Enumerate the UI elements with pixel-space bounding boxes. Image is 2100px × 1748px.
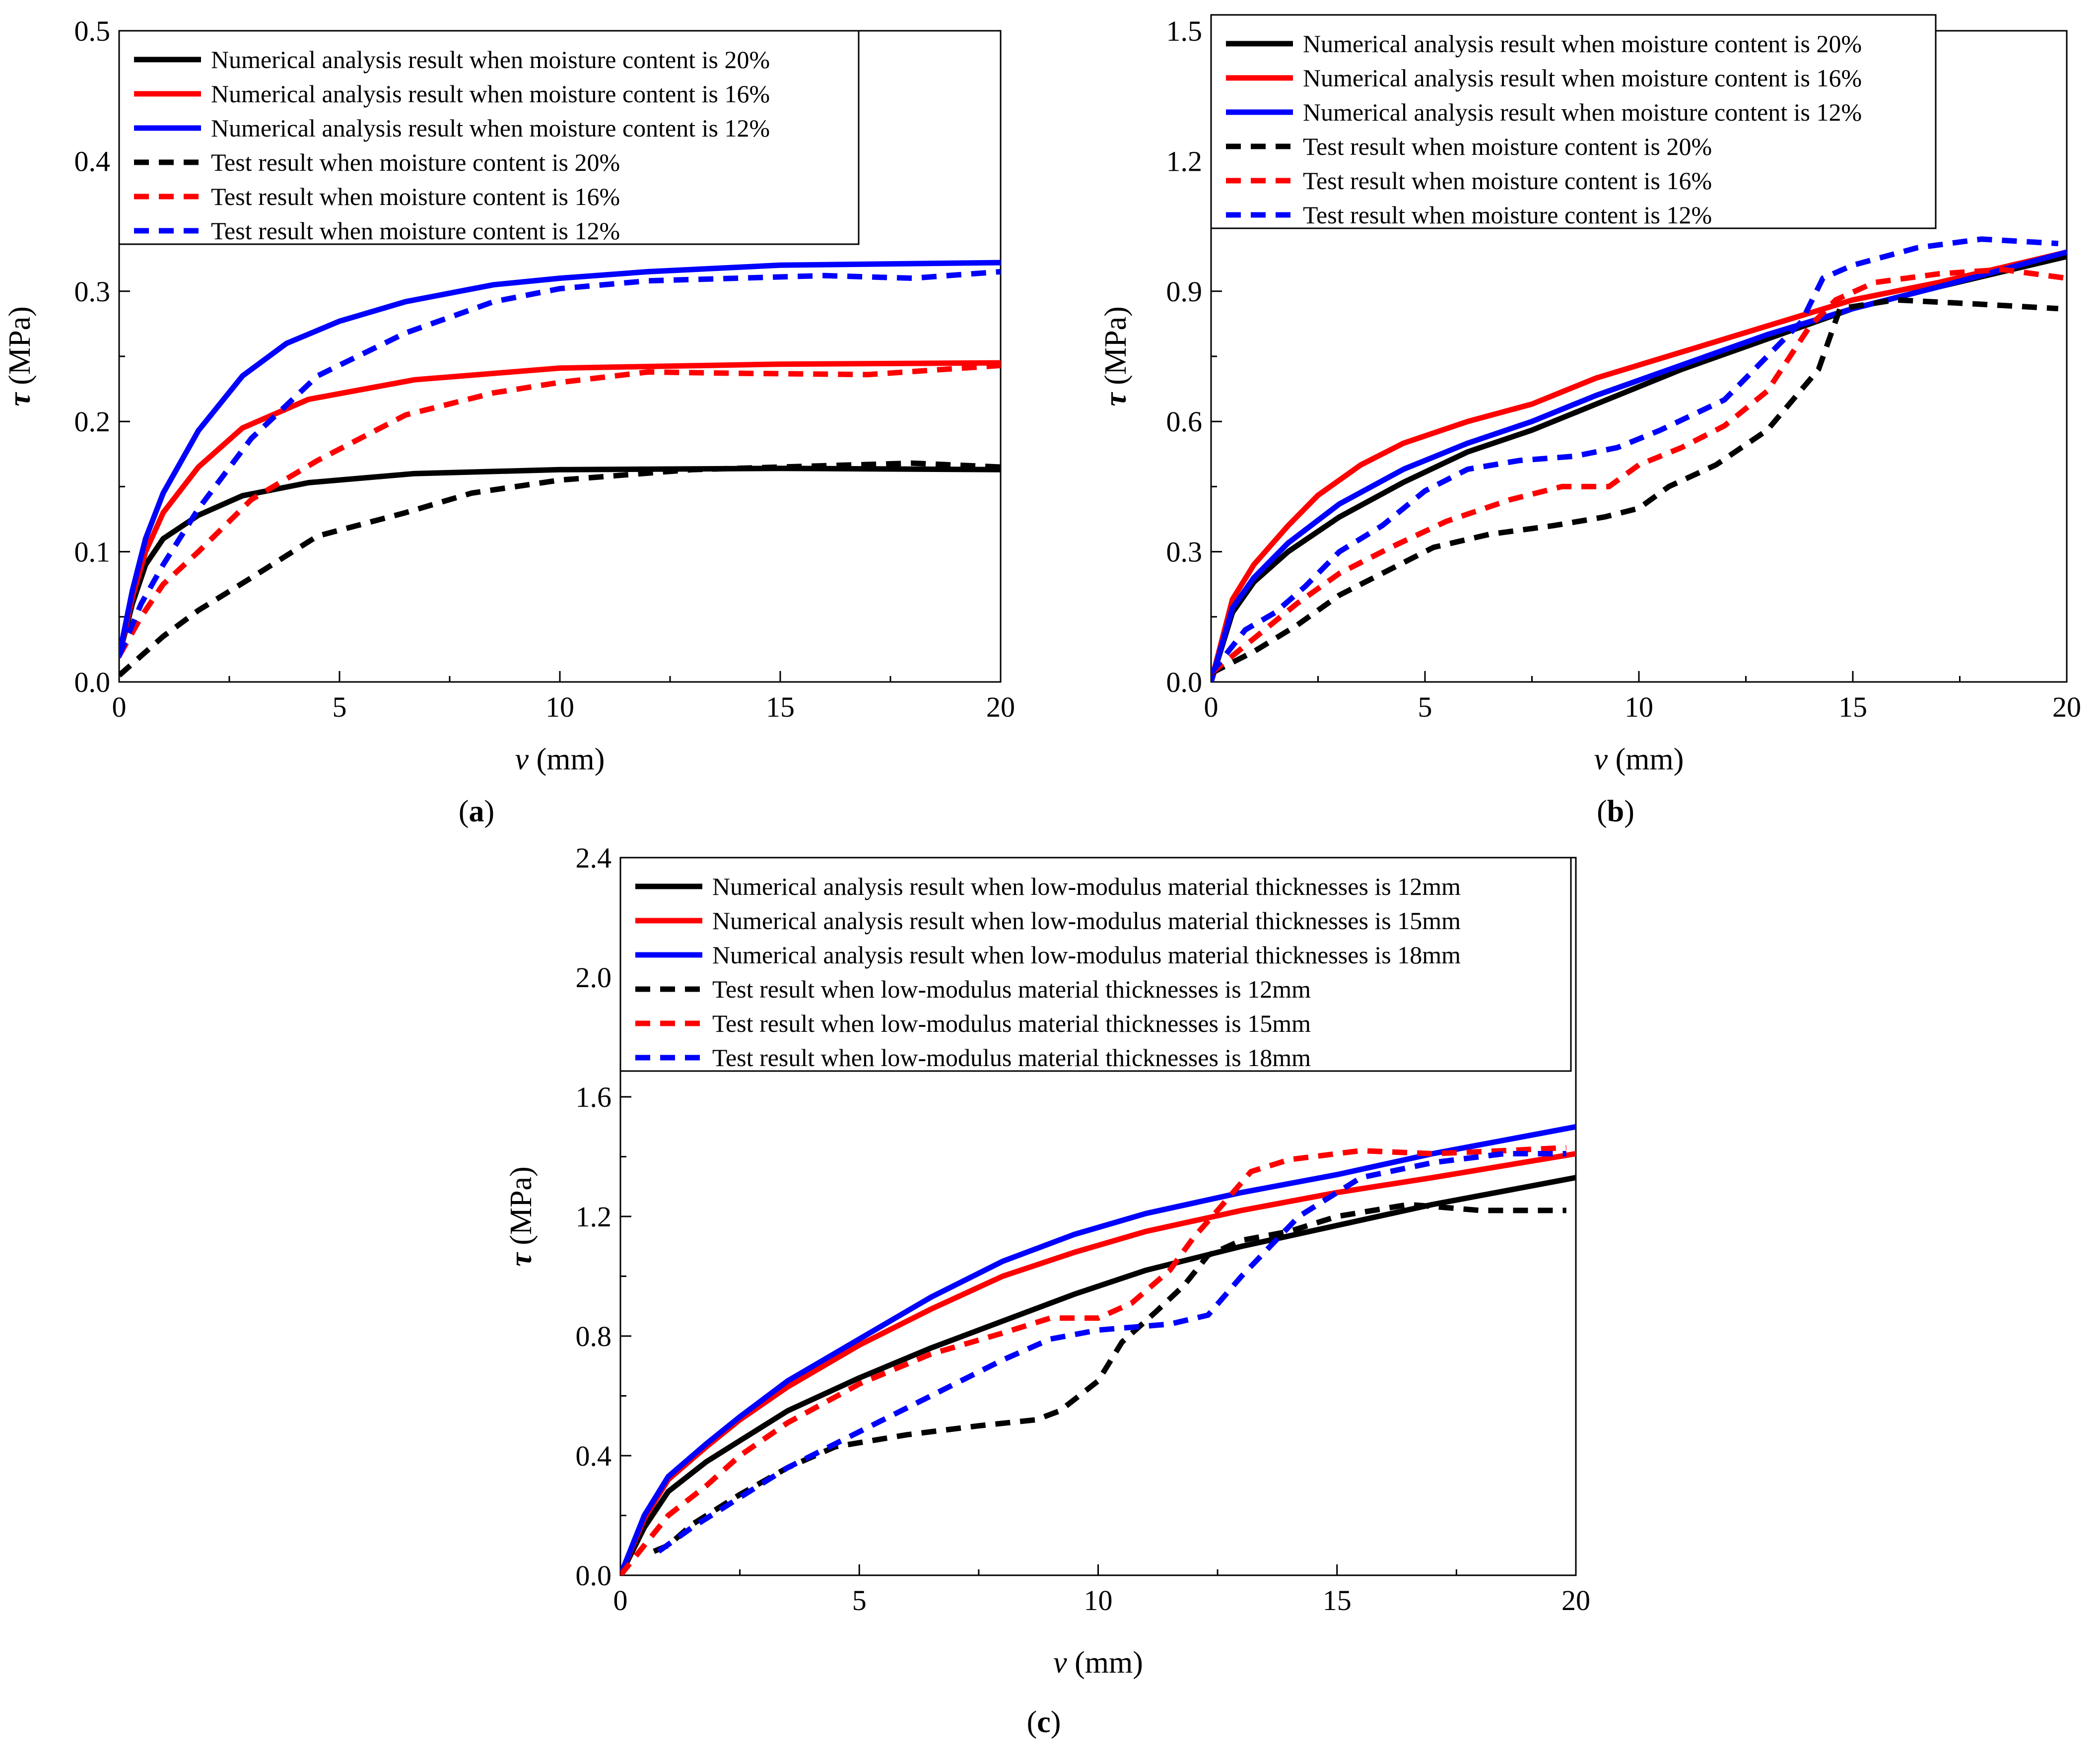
y-tick-label: 0.5 <box>74 15 111 47</box>
x-tick-label: 5 <box>333 691 347 723</box>
panel-caption: (b) <box>1597 795 1634 828</box>
legend-box <box>1210 14 1937 229</box>
legend-box <box>118 30 860 245</box>
legend-entry: Numerical analysis result when moisture … <box>211 114 770 142</box>
y-tick-label: 1.5 <box>1166 15 1203 47</box>
series-line-2 <box>1211 249 2067 682</box>
x-tick-label: 5 <box>852 1584 867 1616</box>
x-tick-label: 20 <box>986 691 1015 723</box>
y-axis-label: τ (MPa) <box>3 306 37 406</box>
legend: Numerical analysis result when low-modul… <box>619 857 1572 1072</box>
series-line-1 <box>620 1175 1576 1575</box>
legend-entry: Test result when low-modulus material th… <box>712 1044 1311 1072</box>
x-tick-label: 0 <box>112 691 127 723</box>
x-tick-label: 10 <box>1625 691 1653 723</box>
legend-entry: Numerical analysis result when low-modul… <box>712 941 1461 969</box>
series-line-2 <box>620 1151 1576 1575</box>
legend-entry: Test result when moisture content is 16% <box>211 183 620 210</box>
legend-entry: Numerical analysis result when low-modul… <box>712 873 1461 900</box>
series-line-5 <box>620 1144 1567 1575</box>
y-tick-label: 0.1 <box>74 536 111 568</box>
x-tick-label: 15 <box>766 691 795 723</box>
y-tick-label: 0.4 <box>576 1440 612 1472</box>
y-tick-label: 0.3 <box>74 275 111 308</box>
chart-panel-b: 0 5 10 15 20 0.0 0.3 0.6 0.9 1.2 1.5 v (mm) τ (MPa) N… <box>1099 14 2081 828</box>
y-tick-label: 0.6 <box>1166 405 1203 438</box>
x-tick-label: 20 <box>1561 1584 1590 1616</box>
legend-entry: Test result when moisture content is 12% <box>1303 201 1712 229</box>
legend: Numerical analysis result when moisture … <box>1210 14 1937 229</box>
panel-caption: (c) <box>1027 1705 1061 1739</box>
x-tick-label: 5 <box>1418 691 1432 723</box>
legend-box <box>619 857 1572 1072</box>
x-tick-label: 15 <box>1838 691 1867 723</box>
series-line-2 <box>119 360 1001 659</box>
series-line-5 <box>1211 267 2067 675</box>
series-group <box>119 260 1001 678</box>
series-line-6 <box>1211 236 2059 675</box>
y-tick-label: 0.3 <box>1166 536 1203 568</box>
series-line-5 <box>119 362 1001 658</box>
x-axis-label: v (mm) <box>1594 742 1684 776</box>
legend-entry: Numerical analysis result when low-modul… <box>712 907 1461 935</box>
legend-entry: Numerical analysis result when moisture … <box>211 80 770 108</box>
y-axis-label: τ (MPa) <box>504 1166 538 1266</box>
y-tick-label: 1.2 <box>576 1201 612 1233</box>
chart-panel-a: 0 5 10 15 20 0.0 0.1 0.2 0.3 0.4 0.5 v (mm) τ (MPa) N… <box>3 15 1015 828</box>
legend-entry: Test result when moisture content is 20% <box>1303 133 1712 160</box>
x-tick-label: 0 <box>613 1584 628 1616</box>
legend-entry: Numerical analysis result when moisture … <box>1303 64 1862 92</box>
x-tick-label: 0 <box>1204 691 1219 723</box>
x-axis-label: v (mm) <box>515 742 605 776</box>
series-line-4 <box>653 1202 1566 1554</box>
y-tick-label: 0.4 <box>74 145 111 177</box>
y-tick-label: 1.2 <box>1166 145 1203 177</box>
series-line-4 <box>1211 297 2059 676</box>
series-line-6 <box>657 1151 1566 1554</box>
series-line-4 <box>119 460 1001 678</box>
series-line-3 <box>620 1124 1576 1575</box>
y-tick-label: 1.6 <box>576 1081 612 1113</box>
series-line-3 <box>119 260 1001 659</box>
panel-caption: (a) <box>459 795 494 828</box>
legend-entry: Numerical analysis result when moisture … <box>1303 30 1862 58</box>
legend-entry: Numerical analysis result when moisture … <box>1303 98 1862 126</box>
legend-entry: Numerical analysis result when moisture … <box>211 46 770 73</box>
x-tick-label: 10 <box>1084 1584 1113 1616</box>
series-line-6 <box>119 269 1001 657</box>
legend-entry: Test result when low-modulus material th… <box>712 1009 1311 1037</box>
series-group <box>1211 236 2067 682</box>
y-tick-label: 0.2 <box>74 405 111 438</box>
y-tick-label: 2.0 <box>576 961 612 994</box>
series-line-1 <box>1211 254 2067 682</box>
y-tick-label: 0.0 <box>74 666 111 698</box>
series-line-1 <box>119 466 1001 659</box>
legend-entry: Test result when moisture content is 20% <box>211 148 620 176</box>
x-tick-label: 15 <box>1323 1584 1352 1616</box>
y-tick-label: 0.9 <box>1166 275 1203 308</box>
series-group <box>620 1124 1576 1575</box>
legend: Numerical analysis result when moisture … <box>118 30 860 245</box>
y-tick-label: 0.0 <box>576 1559 612 1592</box>
legend-entry: Test result when moisture content is 16% <box>1303 167 1712 195</box>
x-axis-label: v (mm) <box>1053 1646 1143 1680</box>
y-tick-label: 0.8 <box>576 1320 612 1352</box>
x-tick-label: 10 <box>545 691 574 723</box>
y-tick-label: 2.4 <box>576 842 612 874</box>
legend-entry: Test result when low-modulus material th… <box>712 975 1311 1003</box>
x-tick-label: 20 <box>2052 691 2081 723</box>
y-axis-label: τ (MPa) <box>1099 306 1133 406</box>
y-tick-label: 0.0 <box>1166 666 1203 698</box>
legend-entry: Test result when moisture content is 12% <box>211 217 620 245</box>
chart-panel-c: 0 5 10 15 20 0.0 0.4 0.8 1.2 1.6 2.0 2.4 v (mm) τ (MP… <box>504 842 1590 1739</box>
